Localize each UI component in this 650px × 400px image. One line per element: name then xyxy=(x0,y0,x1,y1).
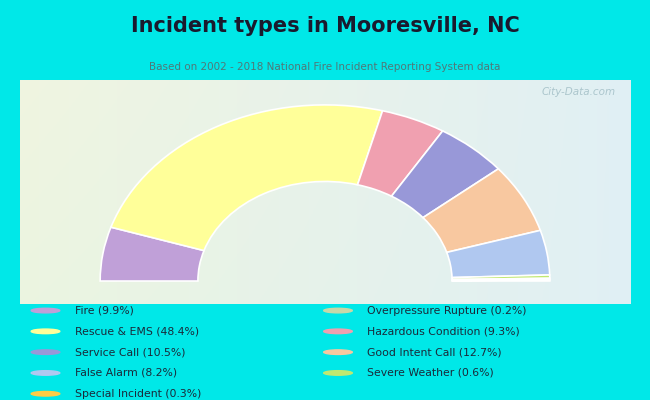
Wedge shape xyxy=(452,280,550,281)
Text: City-Data.com: City-Data.com xyxy=(541,87,615,97)
Text: Incident types in Mooresville, NC: Incident types in Mooresville, NC xyxy=(131,16,519,36)
Circle shape xyxy=(324,350,352,354)
Text: Overpressure Rupture (0.2%): Overpressure Rupture (0.2%) xyxy=(367,306,526,316)
Text: Special Incident (0.3%): Special Incident (0.3%) xyxy=(75,389,201,399)
Wedge shape xyxy=(100,227,204,281)
Wedge shape xyxy=(452,278,550,280)
Wedge shape xyxy=(391,131,499,218)
Circle shape xyxy=(324,308,352,313)
Circle shape xyxy=(31,392,60,396)
Circle shape xyxy=(31,308,60,313)
Circle shape xyxy=(31,329,60,334)
Wedge shape xyxy=(111,105,383,250)
Text: Based on 2002 - 2018 National Fire Incident Reporting System data: Based on 2002 - 2018 National Fire Incid… xyxy=(150,62,500,72)
Text: Rescue & EMS (48.4%): Rescue & EMS (48.4%) xyxy=(75,326,199,336)
Text: Severe Weather (0.6%): Severe Weather (0.6%) xyxy=(367,368,494,378)
Text: Service Call (10.5%): Service Call (10.5%) xyxy=(75,347,185,357)
Text: Good Intent Call (12.7%): Good Intent Call (12.7%) xyxy=(367,347,502,357)
Wedge shape xyxy=(447,230,550,278)
Circle shape xyxy=(31,350,60,354)
Circle shape xyxy=(31,371,60,375)
Text: False Alarm (8.2%): False Alarm (8.2%) xyxy=(75,368,177,378)
Text: Hazardous Condition (9.3%): Hazardous Condition (9.3%) xyxy=(367,326,520,336)
Text: Fire (9.9%): Fire (9.9%) xyxy=(75,306,134,316)
Wedge shape xyxy=(423,169,540,252)
Circle shape xyxy=(324,329,352,334)
Circle shape xyxy=(324,371,352,375)
Wedge shape xyxy=(358,111,443,196)
Wedge shape xyxy=(452,275,550,280)
